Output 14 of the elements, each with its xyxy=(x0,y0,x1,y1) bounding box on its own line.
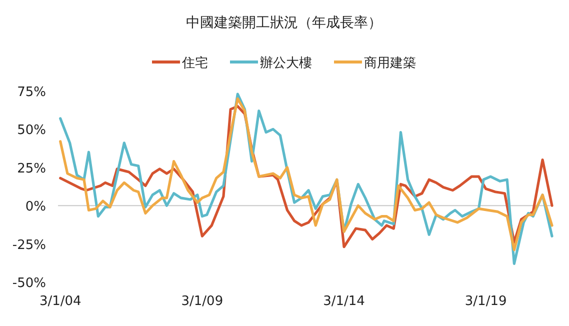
y-tick-label: -50% xyxy=(12,276,46,291)
legend-label: 住宅 xyxy=(181,55,208,71)
x-tick-label: 3/1/14 xyxy=(323,294,365,309)
x-tick-label: 3/1/19 xyxy=(464,294,507,309)
chart-title: 中國建築開工狀況（年成長率） xyxy=(186,15,382,31)
y-tick-label: 50% xyxy=(17,123,46,138)
x-tick-label: 3/1/09 xyxy=(181,294,224,309)
y-tick-label: 0% xyxy=(25,200,46,215)
legend-label: 辦公大樓 xyxy=(260,56,312,71)
y-tick-label: -25% xyxy=(12,238,46,253)
x-tick-label: 3/1/04 xyxy=(39,294,82,309)
y-tick-label: 25% xyxy=(17,161,46,176)
legend-label: 商用建築 xyxy=(364,56,416,71)
y-tick-label: 75% xyxy=(17,85,46,100)
